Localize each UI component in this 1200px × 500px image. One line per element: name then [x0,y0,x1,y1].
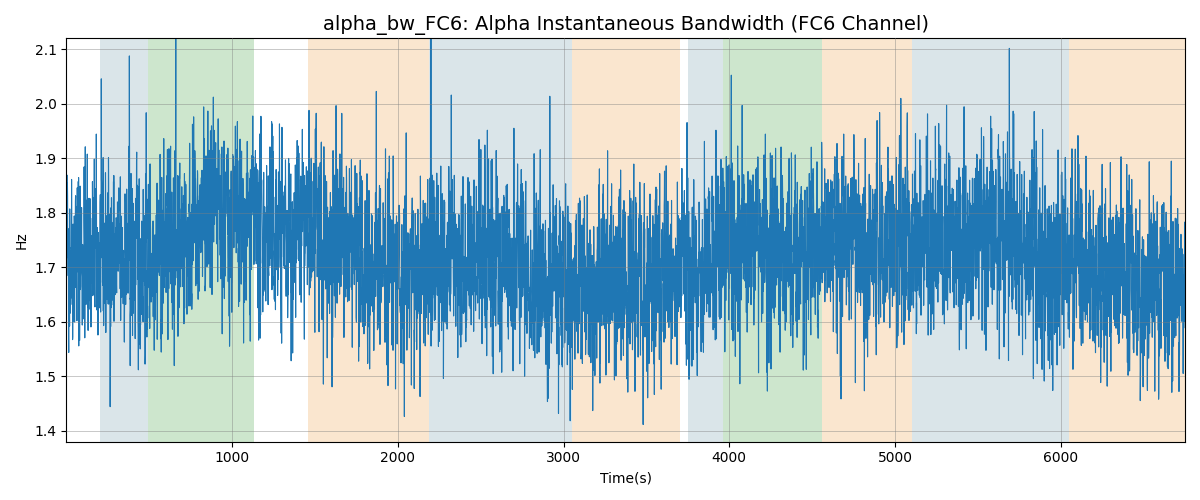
Bar [572,38,679,442]
Bar [688,38,722,442]
Bar [722,38,822,442]
Y-axis label: Hz: Hz [16,231,29,249]
Title: alpha_bw_FC6: Alpha Instantaneous Bandwidth (FC6 Channel): alpha_bw_FC6: Alpha Instantaneous Bandwi… [323,15,929,35]
Bar [1069,38,1186,442]
Bar [430,38,572,442]
Bar [822,38,912,442]
Bar [308,38,430,442]
Bar [912,38,1069,442]
X-axis label: Time(s): Time(s) [600,471,652,485]
Bar [148,38,253,442]
Bar [100,38,148,442]
